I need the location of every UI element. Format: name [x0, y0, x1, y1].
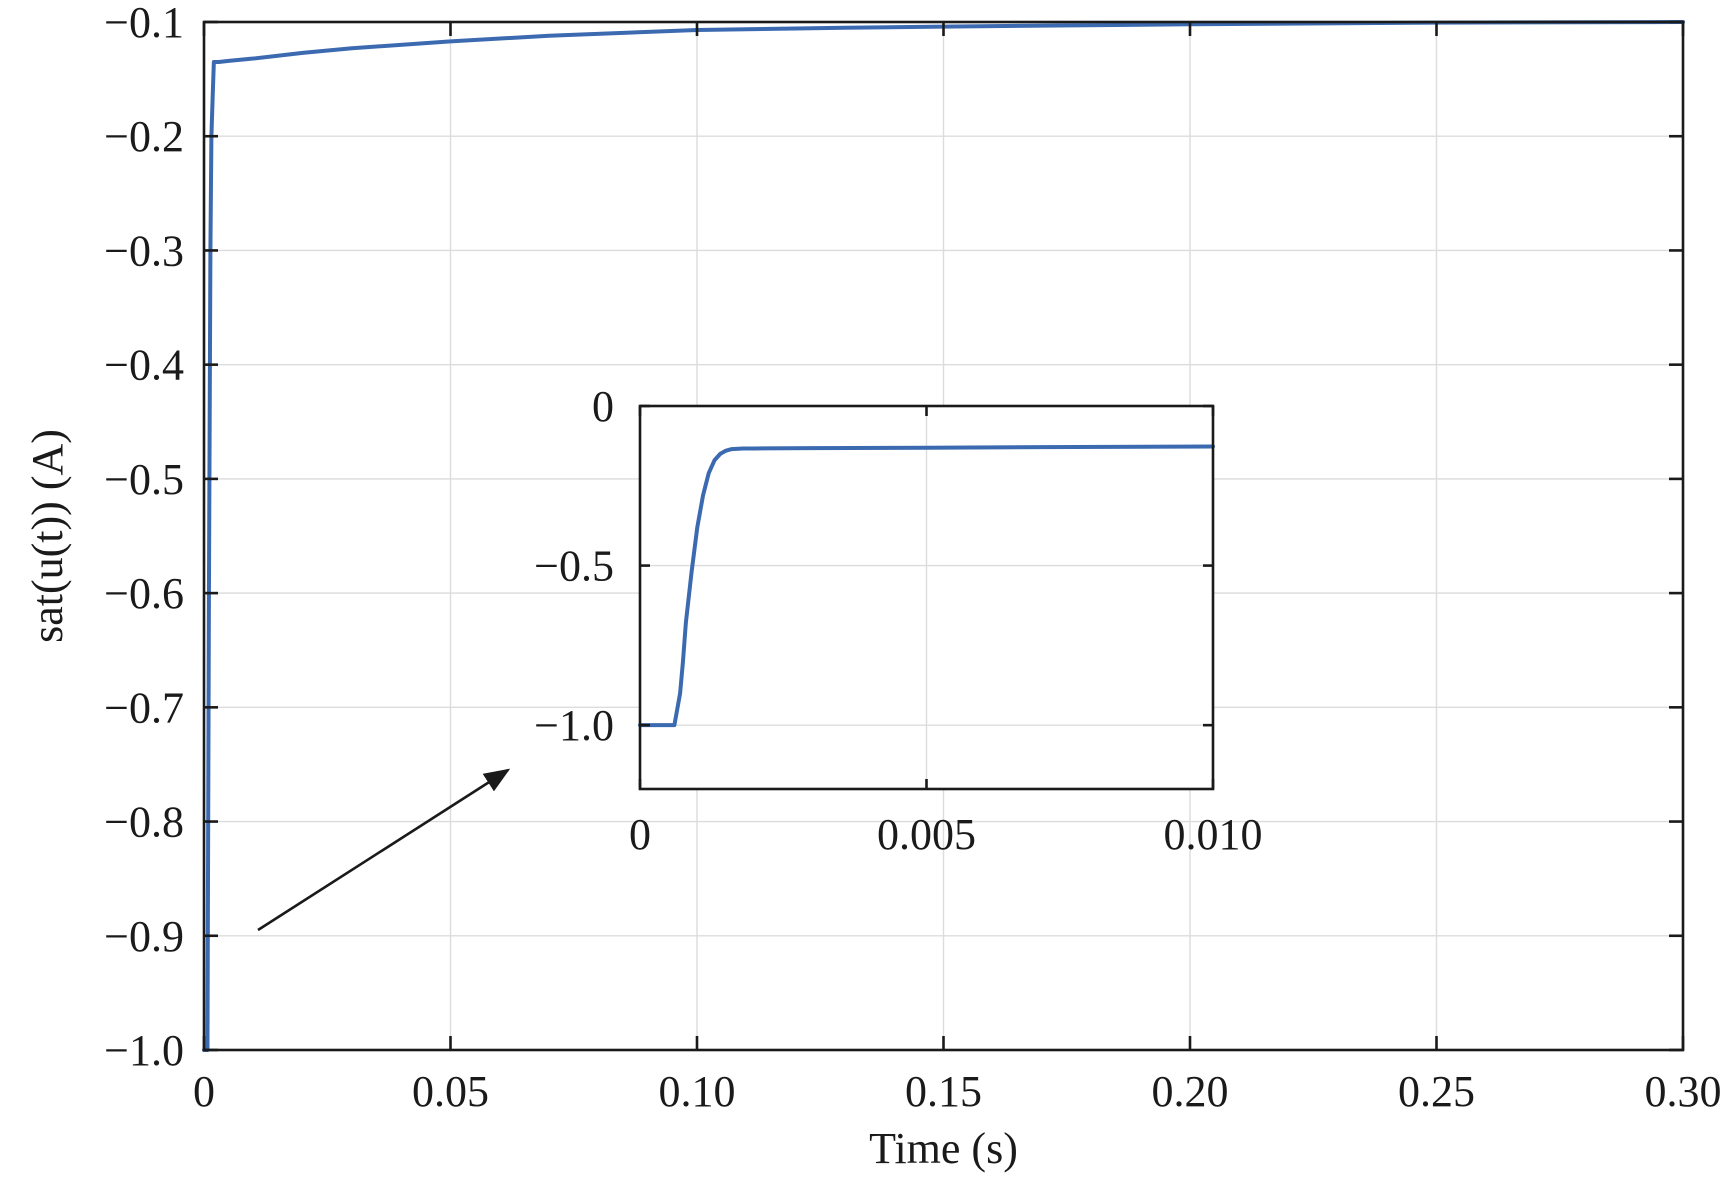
- y-tick-label: −0.4: [104, 341, 184, 390]
- y-tick-label: −0.6: [104, 569, 184, 618]
- x-tick-label: 0.10: [659, 1067, 736, 1116]
- y-tick-label: 0: [592, 382, 614, 431]
- main-x-tick-labels: 0 0.05 0.10 0.15 0.20 0.25 0.30: [193, 1067, 1722, 1116]
- x-tick-label: 0.25: [1398, 1067, 1475, 1116]
- x-tick-label: 0.20: [1152, 1067, 1229, 1116]
- x-tick-label: 0: [193, 1067, 215, 1116]
- y-tick-label: −0.3: [104, 226, 184, 275]
- y-tick-label: −1.0: [104, 1026, 184, 1075]
- inset-plot-frame: [638, 404, 1215, 791]
- y-tick-label: −0.5: [534, 542, 614, 591]
- x-tick-label: 0.010: [1164, 810, 1263, 859]
- y-tick-label: −0.1: [104, 0, 184, 47]
- x-tick-label: 0.15: [905, 1067, 982, 1116]
- zoom-arrow: [257, 768, 511, 932]
- main-series: [202, 20, 1685, 1052]
- y-tick-label: −0.7: [104, 683, 184, 732]
- x-tick-label: 0.05: [412, 1067, 489, 1116]
- series-line: [638, 444, 1215, 728]
- inset-series: [638, 444, 1215, 728]
- y-tick-label: −0.9: [104, 912, 184, 961]
- y-tick-label: −1.0: [534, 701, 614, 750]
- y-axis-title: sat(u(t)) (A): [23, 429, 72, 643]
- series-line: [202, 20, 1685, 1052]
- y-tick-label: −0.2: [104, 112, 184, 161]
- x-tick-label: 0.30: [1645, 1067, 1722, 1116]
- x-axis-title: Time (s): [869, 1124, 1018, 1173]
- y-tick-label: −0.5: [104, 455, 184, 504]
- main-plot-frame: [202, 20, 1685, 1052]
- inset-x-tick-labels: 0 0.005 0.010: [629, 810, 1263, 859]
- x-tick-label: 0.005: [877, 810, 976, 859]
- y-tick-label: −0.8: [104, 798, 184, 847]
- inset-y-tick-labels: −1.0 −0.5 0: [534, 382, 614, 750]
- x-tick-label: 0: [629, 810, 651, 859]
- main-y-tick-labels: −1.0 −0.9 −0.8 −0.7 −0.6 −0.5 −0.4 −0.3 −0.2 −0.1: [104, 0, 184, 1075]
- inset-plot: 0 0.005 0.010 −1.0 −0.5 0: [534, 382, 1262, 859]
